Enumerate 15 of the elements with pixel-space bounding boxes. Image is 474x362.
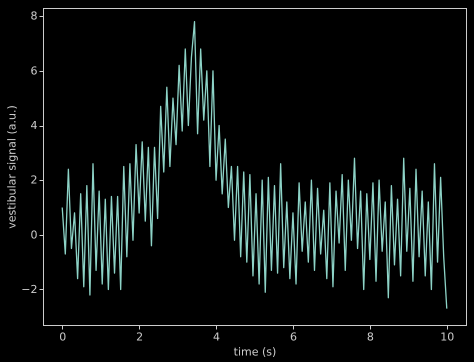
y-axis-title: vestibular signal (a.u.) xyxy=(5,105,18,229)
x-tick-label: 4 xyxy=(213,330,220,344)
x-tick-label: 6 xyxy=(290,330,297,344)
x-tick-label: 8 xyxy=(366,330,374,344)
y-tick-label: 6 xyxy=(30,64,38,78)
x-tick-label: 10 xyxy=(440,330,454,344)
y-tick-label: 4 xyxy=(30,119,38,132)
y-tick-label: 2 xyxy=(30,174,38,187)
line-series xyxy=(62,21,448,310)
y-tick-label: 0 xyxy=(30,228,38,242)
x-tick-label: 2 xyxy=(136,330,144,344)
y-tick-label: 8 xyxy=(30,10,38,23)
x-tick-label: 0 xyxy=(59,330,66,344)
y-tick-label: −2 xyxy=(21,282,38,296)
x-axis-title: time (s) xyxy=(234,346,276,358)
